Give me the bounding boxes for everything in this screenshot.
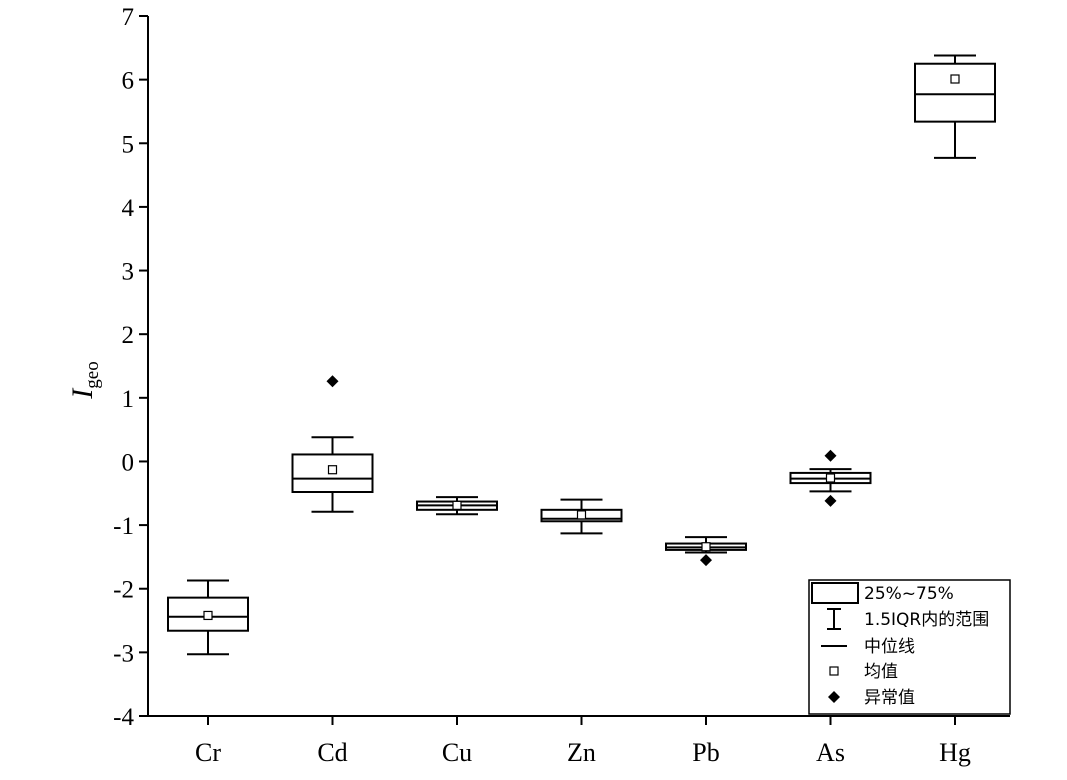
y-tick-label: 3 <box>122 259 135 286</box>
mean-marker <box>950 74 960 84</box>
boxes <box>167 54 996 656</box>
legend-outlier-symbol <box>828 691 840 703</box>
legend-label: 25%~75% <box>864 584 954 604</box>
iqr-box <box>167 596 249 632</box>
legend-item-box: 25%~75% <box>811 582 954 604</box>
box-group-cd <box>291 375 374 513</box>
y-tick-label: 1 <box>122 386 135 413</box>
box-group-cu <box>416 496 498 516</box>
legend-item-whisker: 1.5IQR内的范围 <box>827 608 989 630</box>
outlier-marker <box>824 449 837 462</box>
y-tick-label: 4 <box>122 195 135 222</box>
mean-marker <box>327 465 338 475</box>
y-tick-label: 7 <box>122 4 135 31</box>
box-group-pb <box>665 536 747 567</box>
x-category-label: Cu <box>442 738 472 767</box>
y-tick-label: 6 <box>122 68 135 95</box>
legend-label: 异常值 <box>864 688 915 708</box>
iqr-box <box>914 62 996 123</box>
legend-item-outlier: 异常值 <box>828 688 915 708</box>
y-tick-label: -1 <box>113 513 134 540</box>
box-group-as <box>789 449 872 507</box>
outlier-marker <box>824 494 837 507</box>
box-group-zn <box>540 498 623 535</box>
legend-item-median: 中位线 <box>821 637 915 657</box>
x-category-label: Cr <box>195 738 221 767</box>
y-tick-label: -4 <box>113 704 134 731</box>
mean-marker <box>576 510 587 520</box>
legend-label: 均值 <box>864 662 898 682</box>
y-tick-label: 2 <box>122 322 135 349</box>
y-tick-label: 0 <box>122 449 135 476</box>
mean-marker <box>701 542 711 552</box>
y-axis-label: Igeo <box>66 361 103 399</box>
y-axis-title: Igeo <box>66 361 103 399</box>
mean-marker <box>203 610 213 621</box>
y-tick-label: -3 <box>113 640 134 667</box>
y-axis-title-main: I <box>66 387 99 400</box>
x-category-label: As <box>816 738 845 767</box>
y-axis-title-sub: geo <box>82 361 103 388</box>
outlier-marker <box>700 554 712 567</box>
legend-box-symbol <box>811 582 859 604</box>
legend-item-mean: 均值 <box>829 662 898 682</box>
y-tick-label: 5 <box>122 131 135 158</box>
box-group-cr <box>167 579 249 656</box>
outlier-marker <box>326 375 339 388</box>
legend-label: 1.5IQR内的范围 <box>864 610 989 630</box>
box-group-hg <box>914 54 996 159</box>
axes: -4 -3 -2 -1 0 1 2 3 4 5 6 7 Cr Cd Cu Zn Pb As Hg <box>113 4 1010 767</box>
mean-marker <box>825 473 836 483</box>
legend-label: 中位线 <box>864 637 915 657</box>
x-category-label: Pb <box>692 738 719 767</box>
y-tick-label: -2 <box>113 577 134 604</box>
mean-marker <box>452 500 462 510</box>
x-category-label: Zn <box>567 738 596 767</box>
x-category-label: Hg <box>939 738 971 767</box>
x-category-label: Cd <box>317 738 347 767</box>
legend-mean-symbol <box>829 666 839 676</box>
